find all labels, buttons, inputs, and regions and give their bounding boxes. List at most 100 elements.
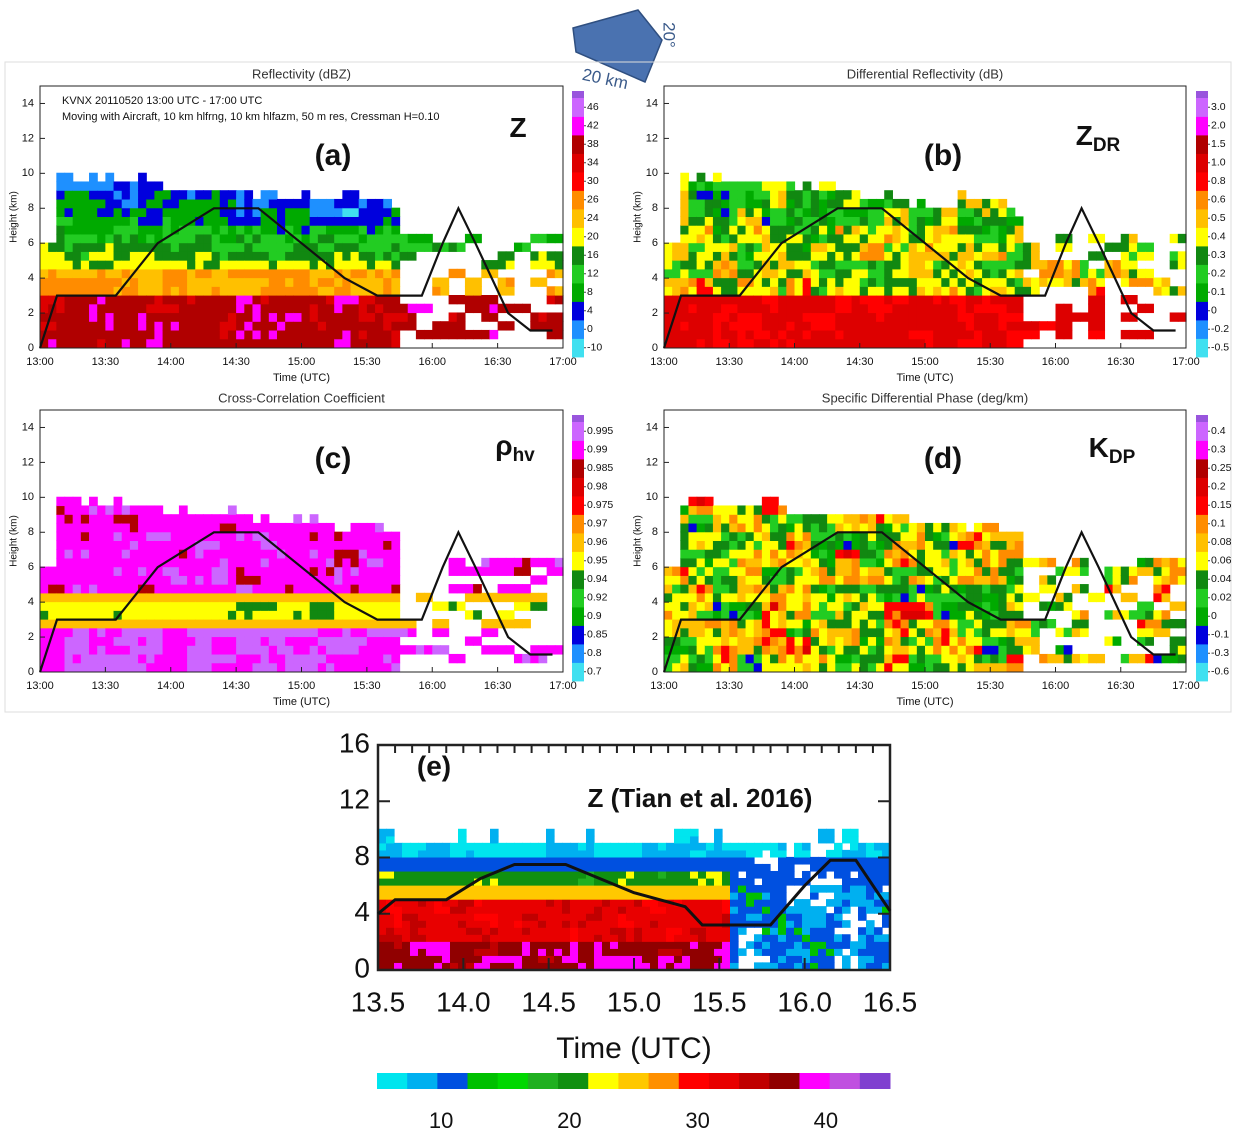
field-cell bbox=[688, 278, 697, 287]
field-cell bbox=[482, 920, 491, 928]
field-cell bbox=[688, 497, 697, 506]
field-cell bbox=[909, 602, 918, 611]
x-tick-label: 14:30 bbox=[846, 356, 874, 368]
field-cell bbox=[277, 260, 286, 269]
field-cell bbox=[97, 330, 106, 339]
field-cell bbox=[925, 558, 934, 567]
field-cell bbox=[171, 260, 180, 269]
field-cell bbox=[293, 339, 302, 348]
field-cell bbox=[187, 645, 196, 654]
field-cell bbox=[81, 269, 90, 278]
field-cell bbox=[450, 871, 459, 879]
field-cell bbox=[122, 260, 131, 269]
field-cell bbox=[626, 871, 635, 879]
field-cell bbox=[65, 339, 74, 348]
field-cell bbox=[203, 619, 212, 628]
field-cell bbox=[482, 927, 491, 935]
field-cell bbox=[334, 602, 343, 611]
field-cell bbox=[154, 523, 163, 532]
field-cell bbox=[729, 181, 738, 190]
field-cell bbox=[672, 567, 681, 576]
field-cell bbox=[982, 225, 991, 234]
colorbar-swatch bbox=[572, 644, 584, 663]
field-cell bbox=[933, 216, 942, 225]
field-cell bbox=[795, 312, 804, 321]
field-cell bbox=[130, 199, 139, 208]
field-cell bbox=[941, 243, 950, 252]
field-cell bbox=[842, 934, 851, 942]
field-cell bbox=[434, 885, 443, 893]
field-cell bbox=[925, 304, 934, 313]
field-cell bbox=[220, 558, 229, 567]
field-cell bbox=[705, 532, 714, 541]
field-cell bbox=[1096, 312, 1105, 321]
field-cell bbox=[434, 864, 443, 872]
field-cell bbox=[546, 871, 555, 879]
field-cell bbox=[538, 575, 547, 584]
field-cell bbox=[318, 549, 327, 558]
field-cell bbox=[302, 549, 311, 558]
field-cell bbox=[212, 199, 221, 208]
field-cell bbox=[48, 584, 57, 593]
field-cell bbox=[688, 549, 697, 558]
field-cell bbox=[56, 532, 65, 541]
field-cell bbox=[658, 955, 667, 963]
field-cell bbox=[367, 304, 376, 313]
field-cell bbox=[811, 321, 820, 330]
field-cell bbox=[130, 208, 139, 217]
field-cell bbox=[680, 173, 689, 182]
field-cell bbox=[277, 602, 286, 611]
field-cell bbox=[326, 286, 335, 295]
field-cell bbox=[1015, 216, 1024, 225]
field-cell bbox=[698, 927, 707, 935]
field-cell bbox=[642, 906, 651, 914]
x-tick-label: 13:30 bbox=[92, 356, 120, 368]
field-cell bbox=[819, 278, 828, 287]
field-cell bbox=[506, 850, 515, 858]
field-cell bbox=[114, 523, 123, 532]
field-cell bbox=[334, 540, 343, 549]
field-cell bbox=[130, 514, 139, 523]
field-cell bbox=[187, 602, 196, 611]
field-cell bbox=[73, 610, 82, 619]
field-cell bbox=[949, 636, 958, 645]
field-cell bbox=[285, 593, 294, 602]
field-cell bbox=[220, 251, 229, 260]
field-cell bbox=[697, 549, 706, 558]
field-cell bbox=[974, 619, 983, 628]
field-cell bbox=[122, 584, 131, 593]
field-cell bbox=[706, 892, 715, 900]
field-cell bbox=[236, 540, 245, 549]
colorbar-tick-label: 0.5 bbox=[1211, 212, 1226, 224]
field-cell bbox=[819, 225, 828, 234]
field-cell bbox=[310, 199, 319, 208]
field-cell bbox=[310, 602, 319, 611]
field-cell bbox=[819, 549, 828, 558]
field-cell bbox=[1007, 216, 1016, 225]
field-cell bbox=[418, 864, 427, 872]
field-cell bbox=[65, 216, 74, 225]
field-cell bbox=[933, 312, 942, 321]
field-cell bbox=[318, 636, 327, 645]
field-cell bbox=[860, 304, 869, 313]
field-cell bbox=[138, 567, 147, 576]
field-cell bbox=[105, 645, 114, 654]
field-cell bbox=[375, 304, 384, 313]
field-cell bbox=[664, 243, 673, 252]
field-cell bbox=[909, 610, 918, 619]
field-cell bbox=[835, 584, 844, 593]
field-cell bbox=[1145, 628, 1154, 637]
field-cell bbox=[367, 602, 376, 611]
field-cell bbox=[261, 286, 270, 295]
field-cell bbox=[203, 523, 212, 532]
field-cell bbox=[990, 304, 999, 313]
field-cell bbox=[538, 913, 547, 921]
field-cell bbox=[770, 593, 779, 602]
field-cell bbox=[1162, 278, 1171, 287]
field-cell bbox=[466, 948, 475, 956]
field-cell bbox=[990, 251, 999, 260]
field-cell bbox=[866, 920, 875, 928]
field-cell bbox=[1178, 260, 1187, 269]
field-cell bbox=[342, 549, 351, 558]
field-cell bbox=[770, 654, 779, 663]
